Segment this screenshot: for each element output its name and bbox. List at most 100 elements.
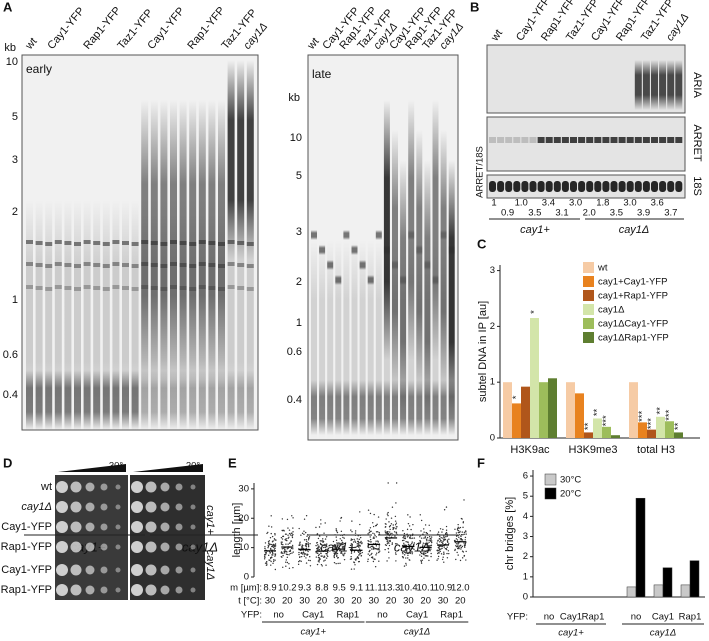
gel-smear <box>74 200 81 430</box>
cell-dot <box>320 523 322 525</box>
blot-band <box>626 181 634 192</box>
cell-dot <box>273 538 276 540</box>
cell-dot <box>315 556 318 558</box>
cell-dot <box>286 548 288 550</box>
colony-spot <box>145 584 157 596</box>
cell-dot <box>274 543 277 545</box>
colony-spot <box>160 565 170 575</box>
y-tick-label: 2 <box>490 321 495 332</box>
legend-swatch <box>583 290 594 301</box>
cell-dot <box>315 552 318 554</box>
ratio-value: 3.9 <box>637 208 650 219</box>
cell-dot <box>280 556 283 558</box>
colony-spot <box>145 521 157 533</box>
cell-dot <box>446 552 448 555</box>
gel-smear <box>208 100 216 380</box>
gel-band <box>64 241 72 245</box>
y-tick-label: 0 <box>490 433 495 444</box>
cell-dot <box>395 528 397 530</box>
cell-dot <box>405 549 408 552</box>
blot-band <box>651 137 658 143</box>
cell-dot <box>292 551 294 553</box>
cell-dot <box>336 557 339 559</box>
cell-dot <box>437 555 440 558</box>
cell-dot <box>407 522 410 525</box>
dilution-wedge <box>133 464 203 472</box>
cell-dot <box>426 532 429 535</box>
cell-dot <box>343 533 345 536</box>
gel-smear <box>359 380 366 435</box>
cell-dot <box>267 531 269 534</box>
cell-dot <box>270 564 272 566</box>
cell-dot <box>445 536 447 538</box>
gel-band <box>122 286 129 290</box>
cell-dot <box>456 539 459 541</box>
cell-dot <box>292 531 294 533</box>
significance: *** <box>664 409 675 420</box>
gel-band <box>83 285 91 289</box>
blot <box>486 174 686 199</box>
gel-band <box>93 241 101 245</box>
cell-dot <box>384 530 386 532</box>
cell-dot <box>274 539 276 541</box>
cell-dot <box>289 552 291 555</box>
cell-dot <box>460 546 463 549</box>
cell-dot <box>430 548 432 550</box>
cell-dot <box>402 536 404 539</box>
temp-label: 20 <box>351 596 362 607</box>
group-label: cay1+ <box>300 627 326 638</box>
bar <box>689 560 700 598</box>
colony-spot <box>190 544 196 550</box>
cell-dot <box>374 525 377 527</box>
cell-dot <box>391 542 394 544</box>
cell-dot <box>463 531 466 534</box>
cell-dot <box>445 525 448 528</box>
gel-smear <box>141 100 149 380</box>
significance: *** <box>637 411 648 422</box>
cell-dot <box>427 555 429 557</box>
significance: ** <box>655 407 666 415</box>
cell-dot <box>272 540 274 542</box>
cell-dot <box>374 566 377 568</box>
cell-dot <box>454 528 456 530</box>
gel-smear <box>327 240 334 440</box>
blot-signal <box>642 60 650 110</box>
gel-smear <box>375 380 382 435</box>
bar <box>593 418 602 438</box>
median-label: 11.1 <box>365 583 383 594</box>
gel-smear <box>189 100 197 380</box>
legend-label: cay1ΔCay1-YFP <box>598 319 668 330</box>
cell-dot <box>395 502 397 504</box>
cell-dot <box>457 523 459 526</box>
gel-band <box>54 285 62 289</box>
cell-dot <box>461 518 463 520</box>
cell-dot <box>438 552 440 554</box>
blot-band <box>586 181 594 192</box>
gel-smear <box>246 60 254 260</box>
cell-dot <box>306 535 308 538</box>
cell-dot <box>410 537 412 540</box>
cell-dot <box>282 566 284 569</box>
y-tick-label: 0 <box>244 572 249 583</box>
gel-smear <box>448 160 455 420</box>
cell-dot <box>446 534 448 536</box>
colony-spot <box>85 522 95 532</box>
gel-band <box>375 230 382 240</box>
cell-dot <box>411 542 413 545</box>
x-tick-label: Cay1 <box>560 612 582 623</box>
cell-dot <box>372 525 375 528</box>
gel-band <box>45 242 53 246</box>
cell-dot <box>359 551 361 553</box>
cell-dot <box>271 535 274 538</box>
cell-dot <box>430 536 433 538</box>
cell-dot <box>324 546 326 549</box>
cell-dot <box>419 534 421 536</box>
gel-smear <box>343 240 350 440</box>
cell-dot <box>373 513 375 516</box>
cell-dot <box>443 546 445 548</box>
kb-label: 2 <box>296 276 302 288</box>
cell-dot <box>444 533 447 536</box>
cell-dot <box>353 538 355 541</box>
blot-signal <box>675 60 683 110</box>
temp-label: 30 <box>334 596 345 607</box>
